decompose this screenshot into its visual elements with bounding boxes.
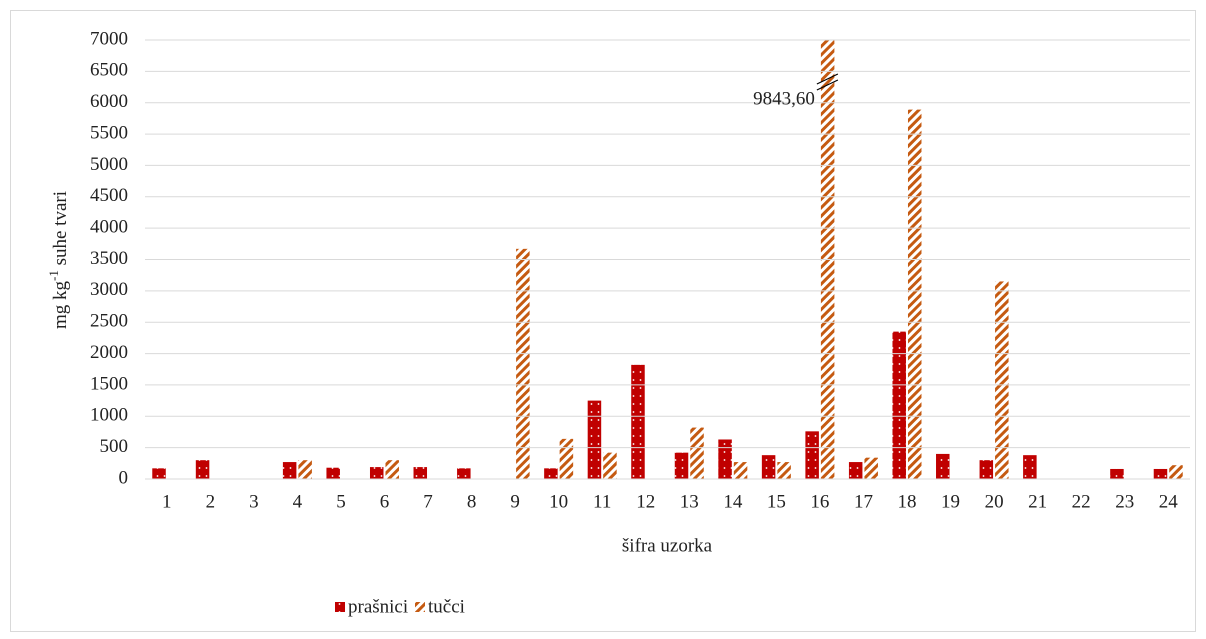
bar [848, 462, 863, 479]
bar [907, 109, 922, 479]
bar [152, 468, 166, 479]
bar [385, 460, 399, 479]
x-tick-label: 9 [510, 491, 520, 512]
bar [864, 457, 878, 479]
x-tick-label: 1 [162, 491, 172, 512]
bar [979, 460, 994, 479]
y-tick-label: 4000 [90, 217, 128, 238]
legend-swatch [335, 602, 345, 612]
x-tick-label: 13 [680, 491, 699, 512]
y-tick-label: 5500 [90, 122, 128, 143]
x-tick-label: 4 [293, 491, 303, 512]
bar [936, 453, 950, 479]
bar [326, 467, 340, 479]
x-tick-label: 8 [467, 491, 477, 512]
bar [587, 400, 602, 479]
x-tick-label: 20 [985, 491, 1004, 512]
bar [603, 452, 617, 479]
x-axis-title: šifra uzorka [622, 535, 713, 556]
x-tick-label: 5 [336, 491, 346, 512]
y-tick-label: 7000 [90, 28, 128, 49]
legend-label: tučci [428, 596, 465, 617]
chart-frame [10, 10, 1196, 632]
bar [718, 439, 732, 479]
axis-break [816, 79, 839, 91]
x-tick-label: 17 [854, 491, 873, 512]
y-tick-label: 2500 [90, 311, 128, 332]
y-tick-label: 6500 [90, 60, 128, 81]
x-tick-label: 24 [1159, 491, 1179, 512]
bar [631, 364, 645, 479]
x-tick-label: 2 [206, 491, 216, 512]
bar [298, 460, 312, 479]
y-axis-title: mg kg-1 suhe tvari [46, 191, 71, 329]
axis-break [816, 73, 839, 85]
bar [369, 467, 384, 479]
y-tick-label: 2000 [90, 342, 128, 363]
y-tick-label: 3500 [90, 248, 128, 269]
bar [690, 427, 704, 479]
bar [733, 462, 748, 479]
bar [761, 455, 776, 479]
x-tick-label: 22 [1072, 491, 1091, 512]
bar [544, 468, 558, 479]
bar [457, 468, 471, 479]
y-tick-label: 0 [119, 467, 129, 488]
legend-swatch [415, 602, 425, 612]
bar [413, 467, 428, 479]
y-tick-label: 4500 [90, 185, 128, 206]
bar [995, 281, 1009, 479]
y-tick-label: 5000 [90, 154, 128, 175]
y-tick-label: 1500 [90, 373, 128, 394]
x-tick-label: 6 [380, 491, 390, 512]
bar [1153, 468, 1168, 479]
x-tick-label: 3 [249, 491, 259, 512]
bar [674, 452, 689, 479]
x-tick-label: 21 [1028, 491, 1047, 512]
legend-label: prašnici [348, 596, 408, 617]
data-label: 9843,60 [753, 88, 815, 109]
x-tick-label: 16 [810, 491, 829, 512]
bar [805, 431, 819, 479]
x-tick-label: 23 [1115, 491, 1134, 512]
bar [282, 462, 297, 479]
x-tick-label: 15 [767, 491, 786, 512]
bar [1169, 465, 1183, 479]
y-tick-label: 500 [100, 436, 129, 457]
x-tick-label: 14 [723, 491, 743, 512]
y-tick-label: 6000 [90, 91, 128, 112]
bar [195, 460, 210, 479]
x-tick-label: 19 [941, 491, 960, 512]
x-tick-label: 7 [423, 491, 433, 512]
bar [1110, 468, 1124, 479]
x-tick-label: 12 [636, 491, 655, 512]
bar [516, 248, 530, 479]
y-tick-label: 3000 [90, 279, 128, 300]
x-tick-label: 18 [897, 491, 916, 512]
bar [1023, 455, 1037, 479]
bar [777, 462, 791, 479]
x-tick-label: 11 [593, 491, 611, 512]
bar [892, 331, 906, 479]
y-tick-label: 1000 [90, 405, 128, 426]
bar [559, 438, 574, 479]
x-tick-label: 10 [549, 491, 568, 512]
